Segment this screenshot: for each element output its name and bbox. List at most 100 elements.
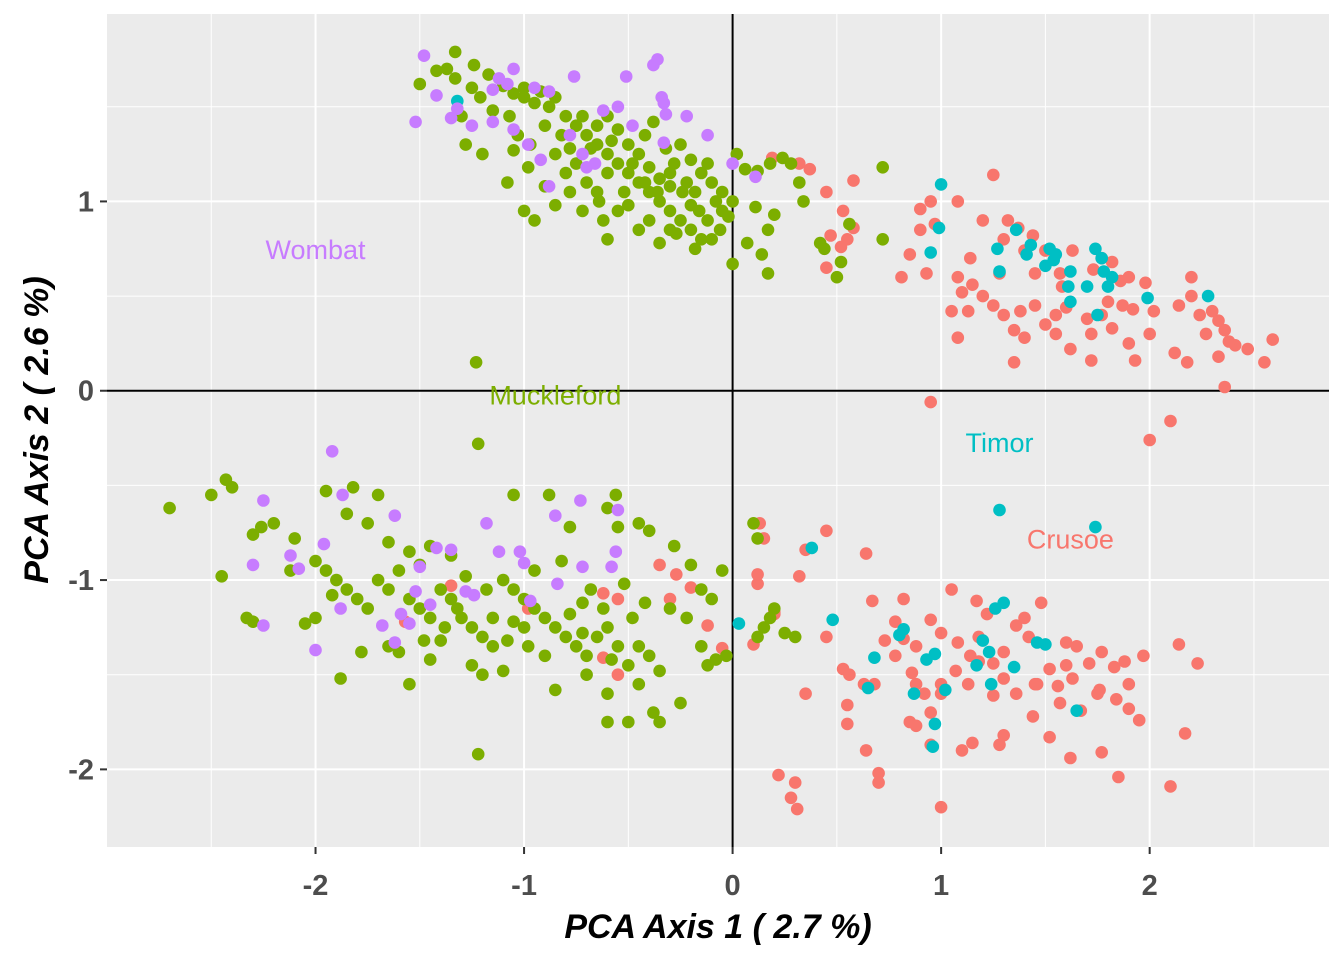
data-point	[1107, 660, 1121, 674]
data-point	[1085, 354, 1098, 367]
data-point	[790, 802, 804, 816]
data-point	[715, 564, 729, 577]
data-point	[486, 104, 500, 117]
data-point	[632, 147, 646, 161]
data-point	[653, 715, 666, 729]
data-point	[895, 270, 908, 284]
data-point	[605, 653, 618, 666]
data-point	[480, 583, 493, 596]
data-point	[403, 617, 416, 630]
data-point	[622, 715, 635, 729]
data-point	[684, 153, 698, 167]
data-point	[423, 653, 437, 666]
data-point	[820, 524, 833, 538]
data-point	[1009, 619, 1023, 632]
data-point	[751, 568, 764, 581]
data-point	[601, 233, 614, 246]
data-point	[597, 587, 610, 600]
data-point	[709, 653, 723, 666]
data-point	[653, 236, 666, 250]
data-point	[1039, 638, 1052, 651]
data-point	[1141, 291, 1154, 305]
data-point	[934, 800, 948, 814]
data-point	[651, 185, 664, 199]
data-point	[730, 147, 744, 161]
data-point	[909, 719, 923, 733]
data-point	[1053, 696, 1067, 710]
data-point	[993, 265, 1006, 278]
data-point	[1095, 746, 1108, 759]
data-point	[542, 85, 556, 98]
data-point	[1180, 356, 1194, 369]
data-point	[1205, 304, 1219, 318]
data-point	[653, 195, 666, 208]
data-point	[430, 541, 443, 555]
data-point	[611, 668, 625, 681]
data-point	[1122, 337, 1136, 350]
data-point	[939, 683, 952, 697]
data-point	[805, 541, 819, 555]
x-axis-title: PCA Axis 1 ( 2.7 %)	[564, 908, 871, 946]
data-point	[680, 611, 693, 625]
data-point	[638, 596, 652, 610]
data-point	[843, 668, 856, 681]
data-point	[784, 157, 798, 170]
data-point	[576, 626, 589, 640]
data-point	[924, 246, 937, 259]
data-point	[868, 651, 881, 664]
data-point	[597, 104, 610, 117]
data-point	[647, 706, 660, 719]
data-point	[1143, 433, 1156, 447]
data-point	[542, 100, 556, 114]
data-point	[924, 395, 937, 409]
data-point	[1122, 270, 1136, 284]
data-point	[590, 630, 604, 644]
data-point	[726, 195, 739, 208]
data-point	[713, 223, 727, 237]
data-point	[486, 640, 500, 653]
data-point	[448, 72, 462, 85]
data-point	[609, 545, 623, 558]
data-point	[1164, 780, 1177, 793]
data-point	[841, 698, 854, 712]
minor-gridlines	[107, 14, 1329, 847]
data-point	[413, 560, 427, 574]
data-point	[663, 592, 677, 606]
data-point	[772, 768, 785, 782]
data-point	[459, 138, 473, 151]
data-point	[580, 176, 593, 189]
data-point	[1091, 687, 1104, 700]
data-point	[1105, 270, 1119, 284]
data-point	[580, 649, 593, 663]
data-point	[1178, 727, 1192, 740]
group-label-crusoe: Crusoe	[1027, 524, 1114, 554]
data-point	[254, 520, 268, 534]
data-point	[284, 549, 297, 562]
data-point	[1082, 657, 1096, 670]
data-point	[1001, 214, 1015, 227]
data-point	[486, 83, 500, 96]
data-point	[538, 611, 552, 625]
data-point	[476, 147, 489, 161]
x-tick-label: 1	[933, 870, 949, 902]
data-point	[465, 621, 479, 634]
data-point	[567, 70, 581, 83]
data-point	[1039, 318, 1052, 331]
data-point	[918, 687, 931, 700]
data-point	[1139, 276, 1152, 290]
data-point	[325, 588, 339, 602]
data-point	[991, 242, 1004, 256]
data-point	[430, 89, 443, 102]
data-point	[1222, 335, 1236, 348]
data-point	[966, 736, 979, 750]
data-point	[559, 166, 573, 180]
data-point	[889, 615, 902, 628]
series-wombat	[246, 49, 762, 657]
data-point	[926, 740, 940, 753]
data-point	[501, 634, 514, 647]
data-point	[611, 520, 625, 534]
data-point	[246, 615, 260, 628]
data-point	[1095, 645, 1108, 659]
data-point	[507, 488, 520, 502]
data-point	[1185, 289, 1198, 303]
